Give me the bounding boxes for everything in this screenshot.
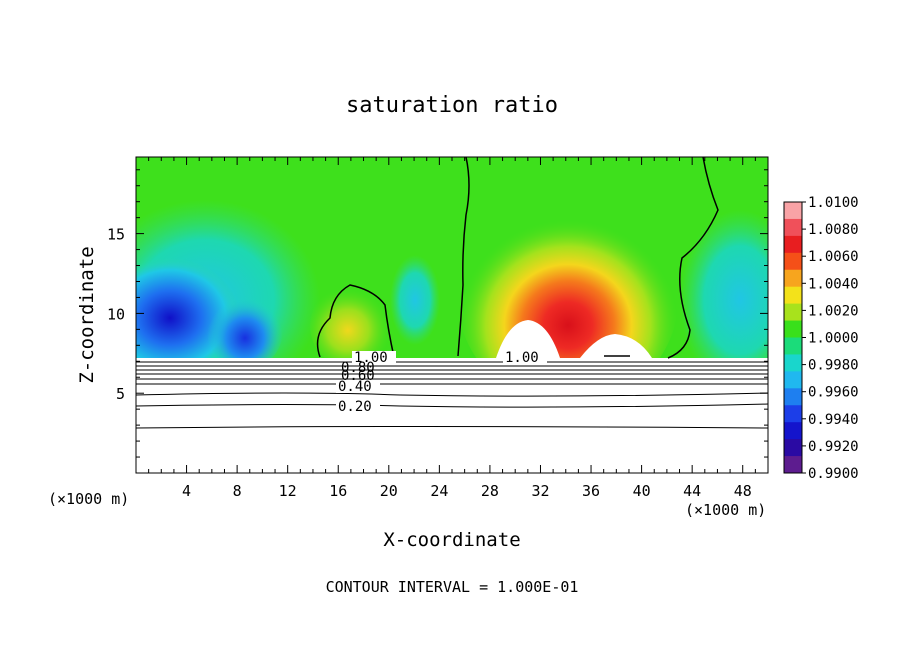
y-tick-label: 10 [107, 305, 125, 323]
x-tick-label: 28 [481, 482, 499, 500]
colorbar-swatch [784, 252, 802, 271]
colorbar-label: 1.0040 [808, 276, 859, 292]
contour-label-1-00-left: 1.00 [354, 350, 388, 366]
x-tick-label: 48 [734, 482, 752, 500]
chart-title: saturation ratio [346, 93, 558, 118]
y-tick-label: 5 [116, 385, 125, 403]
colorbar-swatch [784, 218, 802, 237]
cyan-region-mid [390, 255, 440, 345]
y-axis-label: Z-coordinate [76, 246, 98, 383]
terrain-blank [136, 358, 768, 473]
x-tick-label: 20 [380, 482, 398, 500]
x-axis-label: X-coordinate [383, 529, 520, 551]
contour-interval-note: CONTOUR INTERVAL = 1.000E-01 [326, 578, 579, 596]
x-tick-label: 32 [531, 482, 549, 500]
x-axis-ticks: 4 8 12 16 20 24 28 32 36 40 44 48 [148, 157, 756, 500]
x-unit-left: (×1000 m) [48, 490, 129, 508]
colorbar-label: 0.9900 [808, 466, 859, 482]
colorbar-swatch [784, 456, 802, 474]
colorbar-swatch [784, 422, 802, 440]
x-tick-label: 16 [329, 482, 347, 500]
void-region-a [496, 320, 560, 358]
moist-island [310, 284, 394, 368]
x-tick-label: 12 [279, 482, 297, 500]
x-tick-label: 40 [633, 482, 651, 500]
x-tick-label: 24 [430, 482, 448, 500]
y-axis-ticks: 5 10 15 [107, 169, 768, 458]
colorbar-swatch [784, 354, 802, 372]
colorbar-swatch [784, 202, 802, 220]
colorbar-label: 1.0080 [808, 222, 859, 238]
colorbar-label: 0.9960 [808, 385, 859, 401]
colorbar-swatch [784, 269, 802, 288]
plot-area: 1.00 1.00 0.80 0.60 0.40 0.20 [136, 157, 768, 473]
colorbar-swatch [784, 337, 802, 355]
colorbar-swatch [784, 320, 802, 338]
contour-saturation-1 [316, 157, 719, 359]
contour-label-0-80: 0.80 [341, 360, 375, 376]
colorbar-label: 1.0100 [808, 195, 859, 211]
colorbar-label: 0.9940 [808, 412, 859, 428]
contour-label-0-20: 0.20 [338, 399, 372, 415]
colorbar-label: 0.9920 [808, 439, 859, 455]
x-tick-label: 36 [582, 482, 600, 500]
colorbar-swatch [784, 439, 802, 457]
x-tick-label: 8 [233, 482, 242, 500]
colorbar-swatch [784, 235, 802, 254]
colorbar-label: 1.0020 [808, 303, 859, 319]
y-tick-label: 15 [107, 226, 125, 244]
cyan-region-right [680, 210, 768, 390]
colorbar-swatch [784, 371, 802, 389]
colorbar-swatch [784, 405, 802, 423]
x-tick-label: 4 [182, 482, 191, 500]
colorbar-swatch [784, 286, 802, 305]
colorbar-swatch [784, 303, 802, 322]
colorbar-label: 0.9980 [808, 358, 859, 374]
contour-labels: 1.00 1.00 0.80 0.60 0.40 0.20 [336, 350, 547, 415]
contour-label-0-60: 0.60 [341, 368, 375, 384]
colorbar-label: 1.0000 [808, 331, 859, 347]
colorbar-swatch [784, 388, 802, 406]
x-tick-label: 44 [683, 482, 701, 500]
colorbar-label: 1.0060 [808, 249, 859, 265]
contour-lines-lower [136, 361, 768, 429]
colorbar: 1.0100 1.0080 1.0060 1.0040 1.0020 1.0000 0.99… [783, 195, 859, 482]
contour-label-1-00-right: 1.00 [505, 350, 539, 366]
dry-core-center [207, 290, 283, 370]
x-unit-right: (×1000 m) [685, 501, 766, 519]
contour-label-0-40: 0.40 [338, 379, 372, 395]
void-region-b [580, 334, 652, 358]
